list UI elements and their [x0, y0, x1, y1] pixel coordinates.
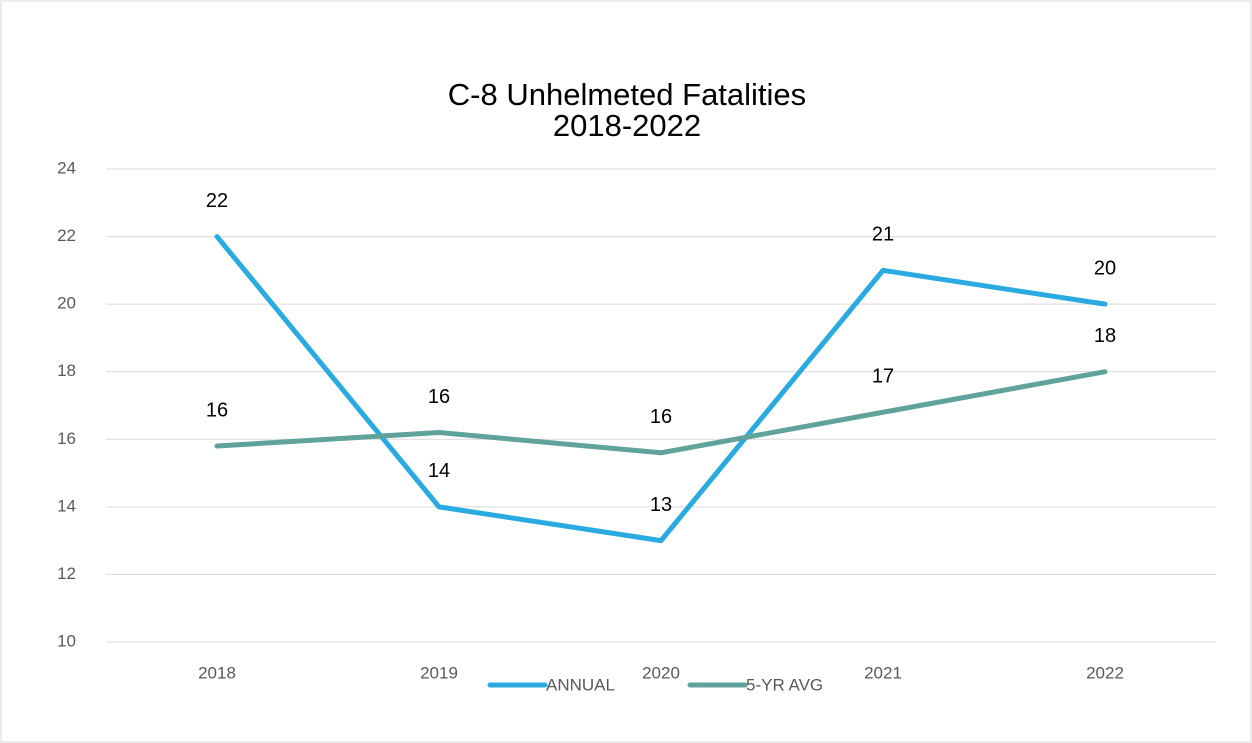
line-series — [214, 369, 1108, 456]
chart-title: C-8 Unhelmeted Fatalities — [448, 77, 806, 112]
data-label: 14 — [428, 460, 450, 482]
y-tick-label: 14 — [57, 496, 76, 515]
x-tick-label: 2022 — [1086, 663, 1124, 682]
y-tick-label: 12 — [57, 564, 76, 583]
data-label: 18 — [1094, 325, 1116, 347]
x-tick-label: 2021 — [864, 663, 902, 682]
y-tick-label: 24 — [57, 158, 76, 177]
x-tick-label: 2020 — [642, 663, 680, 682]
y-tick-label: 16 — [57, 429, 76, 448]
line-series — [214, 234, 1108, 544]
data-label: 21 — [872, 224, 894, 246]
y-tick-label: 20 — [57, 294, 76, 313]
y-tick-label: 18 — [57, 361, 76, 380]
data-label: 16 — [428, 386, 450, 408]
y-tick-label: 10 — [57, 631, 76, 650]
data-label: 20 — [1094, 257, 1116, 279]
data-label: 13 — [650, 494, 672, 516]
data-label: 22 — [206, 190, 228, 212]
y-tick-label: 22 — [57, 226, 76, 245]
x-tick-label: 2018 — [198, 663, 236, 682]
x-tick-label: 2019 — [420, 663, 458, 682]
legend-label: 5-YR AVG — [746, 675, 823, 694]
data-label: 16 — [650, 406, 672, 428]
chart-subtitle: 2018-2022 — [553, 108, 701, 143]
data-label: 16 — [206, 399, 228, 421]
data-label: 17 — [872, 366, 894, 388]
legend-label: ANNUAL — [546, 675, 615, 694]
